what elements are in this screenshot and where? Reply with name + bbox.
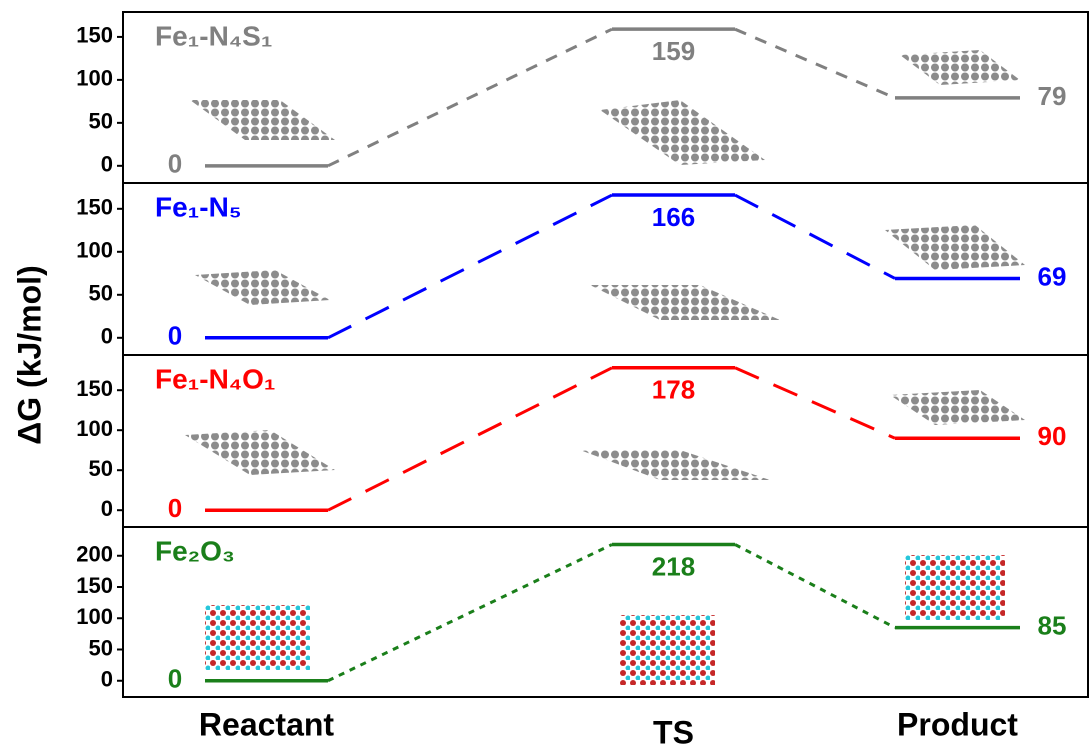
molecule xyxy=(185,430,335,475)
value-label: 0 xyxy=(168,493,182,523)
panel-title: Fe₂O₃ xyxy=(155,535,235,566)
y-axis-label: ΔG (kJ/mol) xyxy=(11,265,47,444)
value-label: 0 xyxy=(168,321,182,351)
y-tick-label: 150 xyxy=(76,195,113,220)
value-label: 159 xyxy=(652,36,695,66)
connector xyxy=(328,545,612,681)
y-tick-label: 150 xyxy=(76,573,113,598)
connector xyxy=(328,368,612,510)
value-label: 0 xyxy=(168,149,182,179)
connector xyxy=(735,545,895,628)
connector xyxy=(328,195,612,338)
y-tick-label: 200 xyxy=(76,542,113,567)
y-tick-label: 0 xyxy=(101,324,113,349)
y-tick-label: 50 xyxy=(89,635,113,660)
value-label: 90 xyxy=(1038,421,1067,451)
molecule xyxy=(590,285,780,320)
y-tick-label: 0 xyxy=(101,667,113,692)
y-tick-label: 50 xyxy=(89,456,113,481)
y-tick-label: 0 xyxy=(101,496,113,521)
slab xyxy=(205,605,310,670)
value-label: 79 xyxy=(1038,81,1067,111)
value-label: 85 xyxy=(1038,611,1067,641)
y-tick-label: 50 xyxy=(89,281,113,306)
value-label: 178 xyxy=(652,375,695,405)
y-tick-label: 100 xyxy=(76,238,113,263)
y-tick-label: 100 xyxy=(76,604,113,629)
y-tick-label: 50 xyxy=(89,109,113,134)
molecule xyxy=(885,225,1025,270)
x-tick-label: Product xyxy=(897,706,1018,742)
molecule xyxy=(600,100,765,165)
value-label: 166 xyxy=(652,202,695,232)
molecule xyxy=(195,270,330,305)
y-tick-label: 100 xyxy=(76,416,113,441)
y-tick-label: 0 xyxy=(101,152,113,177)
value-label: 0 xyxy=(168,664,182,694)
panel-title: Fe₁-N₅ xyxy=(155,191,242,222)
molecule xyxy=(580,450,770,480)
value-label: 218 xyxy=(652,551,695,581)
y-tick-label: 100 xyxy=(76,66,113,91)
connector xyxy=(328,29,612,166)
panel-title: Fe₁-N₄O₁ xyxy=(155,363,276,394)
x-tick-label: Reactant xyxy=(199,706,335,742)
value-label: 69 xyxy=(1038,261,1067,291)
y-tick-label: 150 xyxy=(76,376,113,401)
molecule xyxy=(890,390,1025,425)
molecule xyxy=(900,50,1020,85)
slab xyxy=(620,615,715,685)
chart: ΔG (kJ/mol) 0 50 100 150 Fe₁-N₄S₁ 0 159 79 0 50 10… xyxy=(0,0,1091,751)
connector xyxy=(735,195,895,278)
x-tick-label: TS xyxy=(653,714,694,750)
panel-title: Fe₁-N₄S₁ xyxy=(155,20,272,51)
y-tick-label: 150 xyxy=(76,23,113,48)
slab xyxy=(905,555,1005,620)
molecule xyxy=(190,100,335,140)
connector xyxy=(735,29,895,98)
connector xyxy=(735,368,895,438)
molecule-illustrations xyxy=(185,50,1025,685)
